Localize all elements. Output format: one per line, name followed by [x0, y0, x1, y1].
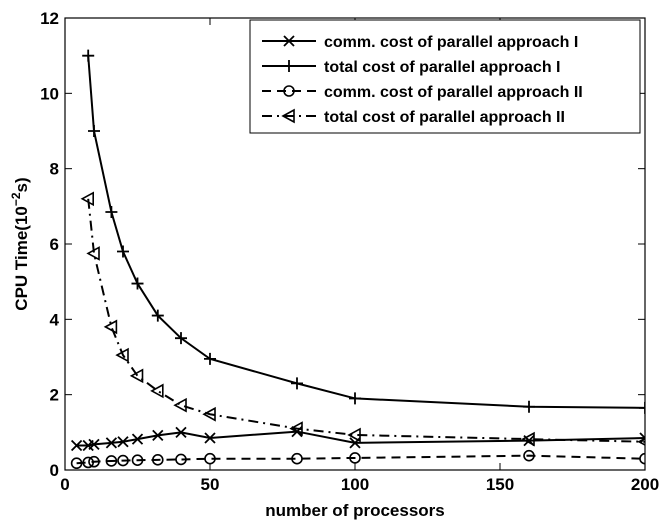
- x-axis-label: number of processors: [265, 501, 445, 520]
- y-axis-label: CPU Time(10−2s): [9, 177, 31, 310]
- legend-samples: [262, 35, 316, 124]
- legend: comm. cost of parallel approach I total …: [249, 19, 641, 134]
- series-1-point-0: [70, 439, 83, 452]
- legend-entry-3: comm. cost of parallel approach II: [324, 84, 583, 101]
- series-3: [70, 449, 645, 470]
- series-4-point-10: [521, 431, 535, 447]
- series-2-line: [87, 55, 645, 409]
- series-2-point-1: [88, 125, 100, 137]
- y-axis-label-main: CPU Time(10: [12, 206, 31, 311]
- legend-marker-2: [283, 60, 295, 72]
- series-2-point-11: [639, 401, 645, 414]
- y-axis-label-unit: s): [12, 177, 31, 192]
- x-tick-label-2: 100: [341, 475, 369, 494]
- series-4: [80, 191, 645, 447]
- y-tick-label-4: 8: [50, 160, 59, 179]
- series-3-point-2: [88, 455, 100, 468]
- series-4-point-11: [637, 437, 645, 446]
- series-3-point-1: [82, 456, 94, 469]
- series-4-point-7: [202, 406, 216, 422]
- x-tick-label-3: 150: [486, 475, 514, 494]
- legend-marker-1: [283, 35, 295, 47]
- x-tick-label-1: 50: [201, 475, 220, 494]
- series-3-line: [76, 454, 645, 465]
- series-3-point-3: [105, 455, 118, 467]
- series-2-point-0: [82, 49, 95, 62]
- y-tick-label-1: 2: [50, 386, 59, 405]
- series-4-point-6: [173, 397, 187, 413]
- y-tick-label-5: 10: [40, 84, 59, 103]
- series-2-point-6: [175, 332, 187, 345]
- series-1-point-3: [105, 437, 118, 449]
- series-1-point-6: [152, 429, 164, 441]
- y-tick-label-6: 12: [40, 9, 59, 28]
- series-1-point-4: [117, 436, 129, 448]
- series-3-point-0: [70, 457, 83, 470]
- series-2-point-10: [523, 400, 535, 413]
- series-1-point-12: [639, 432, 645, 444]
- legend-marker-3: [283, 85, 295, 97]
- legend-box: [249, 19, 641, 134]
- series-2-point-7: [204, 352, 216, 365]
- series-1-point-7: [175, 426, 187, 438]
- y-tick-label-0: 0: [50, 461, 59, 480]
- series-1-point-2: [88, 438, 100, 451]
- y-axis-label-exponent: −2: [9, 192, 23, 206]
- series-3-point-11: [523, 449, 535, 462]
- series-3-point-5: [131, 454, 144, 467]
- series-layer: [70, 49, 645, 470]
- series-4-point-5: [150, 383, 164, 399]
- series-3-point-10: [349, 452, 361, 464]
- series-2-point-5: [151, 309, 164, 322]
- series-4-point-0: [80, 191, 94, 207]
- x-tick-label-4: 200: [631, 475, 659, 494]
- series-4-point-1: [86, 246, 100, 261]
- series-3-point-6: [152, 454, 164, 466]
- legend-entry-1: comm. cost of parallel approach I: [324, 34, 578, 51]
- x-tick-label-0: 0: [60, 475, 69, 494]
- series-4-point-4: [129, 368, 144, 384]
- y-tick-label-2: 4: [50, 310, 60, 329]
- legend-entry-4: total cost of parallel approach II: [324, 109, 565, 126]
- series-3-point-4: [117, 454, 129, 467]
- axis-ticks: 0 50 100 150 200 0 2 4 6 8 10 12: [40, 9, 659, 494]
- series-4-point-3: [115, 347, 129, 363]
- series-4-point-2: [103, 319, 118, 335]
- series-2: [82, 49, 645, 414]
- series-1-point-5: [131, 433, 144, 445]
- series-4-point-8: [289, 421, 303, 436]
- series-3-point-12: [639, 452, 645, 465]
- y-tick-label-3: 6: [50, 235, 59, 254]
- series-2-point-3: [117, 245, 129, 258]
- series-2-point-8: [291, 377, 303, 390]
- legend-marker-4: [281, 108, 295, 124]
- series-3-point-9: [291, 452, 303, 465]
- series-3-point-8: [204, 452, 216, 465]
- legend-entry-2: total cost of parallel approach I: [324, 59, 561, 76]
- series-2-point-4: [131, 277, 144, 290]
- series-4-point-9: [347, 427, 361, 443]
- series-2-point-2: [105, 205, 118, 218]
- series-2-point-9: [349, 392, 361, 405]
- series-3-point-7: [175, 453, 187, 466]
- series-4-line: [87, 198, 645, 443]
- series-1-point-8: [204, 432, 216, 444]
